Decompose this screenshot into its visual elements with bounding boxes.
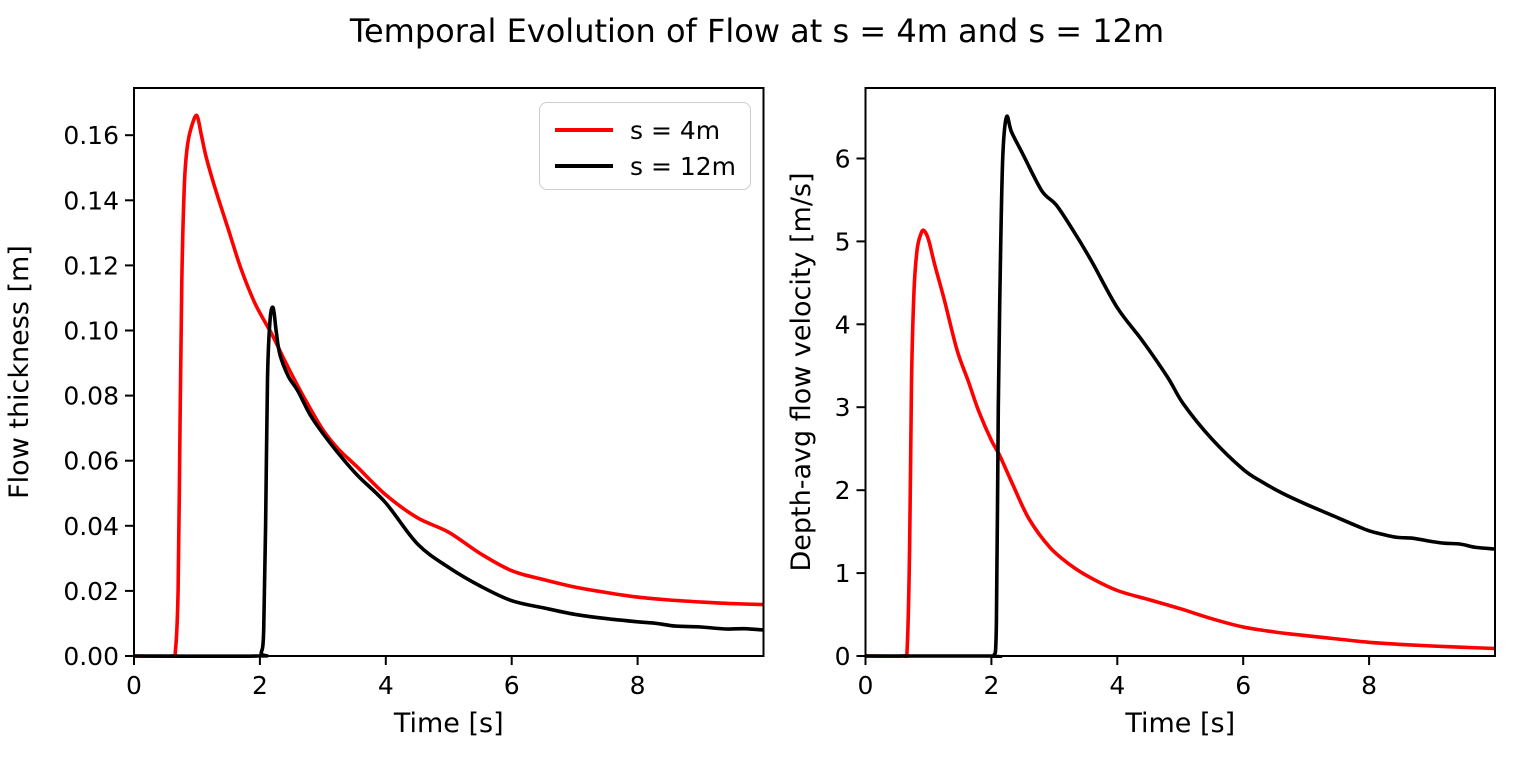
y-axis-label-flow-velocity: Depth-avg flow velocity [m/s]	[786, 172, 817, 571]
curve-s-4m-flow-thickness	[134, 113, 764, 658]
x-tick-label-flow-thickness: 2	[252, 671, 268, 700]
legend: s = 4m s = 12m	[539, 102, 751, 190]
axes-border-flow-velocity	[864, 87, 1496, 657]
x-tick-label-flow-velocity: 8	[1361, 671, 1377, 700]
y-tick-label-flow-velocity: 6	[835, 145, 851, 174]
legend-entry-s-4m: s = 4m	[555, 112, 736, 148]
x-axis-label-flow-velocity: Time [s]	[1124, 708, 1235, 739]
y-tick-label-flow-velocity: 4	[835, 310, 851, 339]
y-tick-label-flow-thickness: 0.02	[63, 577, 119, 606]
y-tick-label-flow-thickness: 0.10	[63, 317, 119, 346]
y-tick-label-flow-thickness: 0.14	[63, 186, 119, 215]
curve-s-12m-flow-velocity	[865, 114, 1495, 658]
legend-entry-s-12m: s = 12m	[555, 148, 736, 184]
legend-label-s-12m: s = 12m	[630, 151, 737, 181]
y-tick-label-flow-velocity: 5	[835, 227, 851, 256]
x-axis-label-flow-thickness: Time [s]	[393, 708, 504, 739]
x-tick-label-flow-velocity: 4	[1109, 671, 1125, 700]
y-axis-label-flow-thickness: Flow thickness [m]	[4, 245, 35, 499]
curve-s-4m-flow-velocity	[865, 228, 1495, 658]
x-tick-label-flow-thickness: 0	[126, 671, 142, 700]
y-tick-label-flow-velocity: 3	[835, 393, 851, 422]
x-tick-label-flow-thickness: 6	[504, 671, 520, 700]
legend-line-sample-s-4m	[555, 128, 613, 132]
curve-s-12m-flow-thickness	[134, 305, 764, 658]
y-tick-label-flow-thickness: 0.04	[63, 512, 119, 541]
y-tick-label-flow-thickness: 0.08	[63, 382, 119, 411]
y-tick-label-flow-thickness: 0.16	[63, 121, 119, 150]
chart-title: Temporal Evolution of Flow at s = 4m and…	[349, 12, 1165, 50]
x-tick-label-flow-velocity: 2	[983, 671, 999, 700]
y-tick-label-flow-thickness: 0.06	[63, 447, 119, 476]
x-tick-label-flow-thickness: 4	[378, 671, 394, 700]
axes-border-flow-thickness	[133, 87, 765, 657]
y-tick-label-flow-thickness: 0.00	[63, 642, 119, 671]
y-tick-label-flow-velocity: 0	[835, 642, 851, 671]
y-tick-label-flow-thickness: 0.12	[63, 251, 119, 280]
x-tick-label-flow-thickness: 8	[630, 671, 646, 700]
x-tick-label-flow-velocity: 0	[858, 671, 874, 700]
y-tick-label-flow-velocity: 2	[835, 476, 851, 505]
legend-line-sample-s-12m	[555, 164, 613, 168]
x-tick-label-flow-velocity: 6	[1235, 671, 1251, 700]
y-tick-label-flow-velocity: 1	[835, 559, 851, 588]
legend-label-s-4m: s = 4m	[630, 115, 721, 145]
